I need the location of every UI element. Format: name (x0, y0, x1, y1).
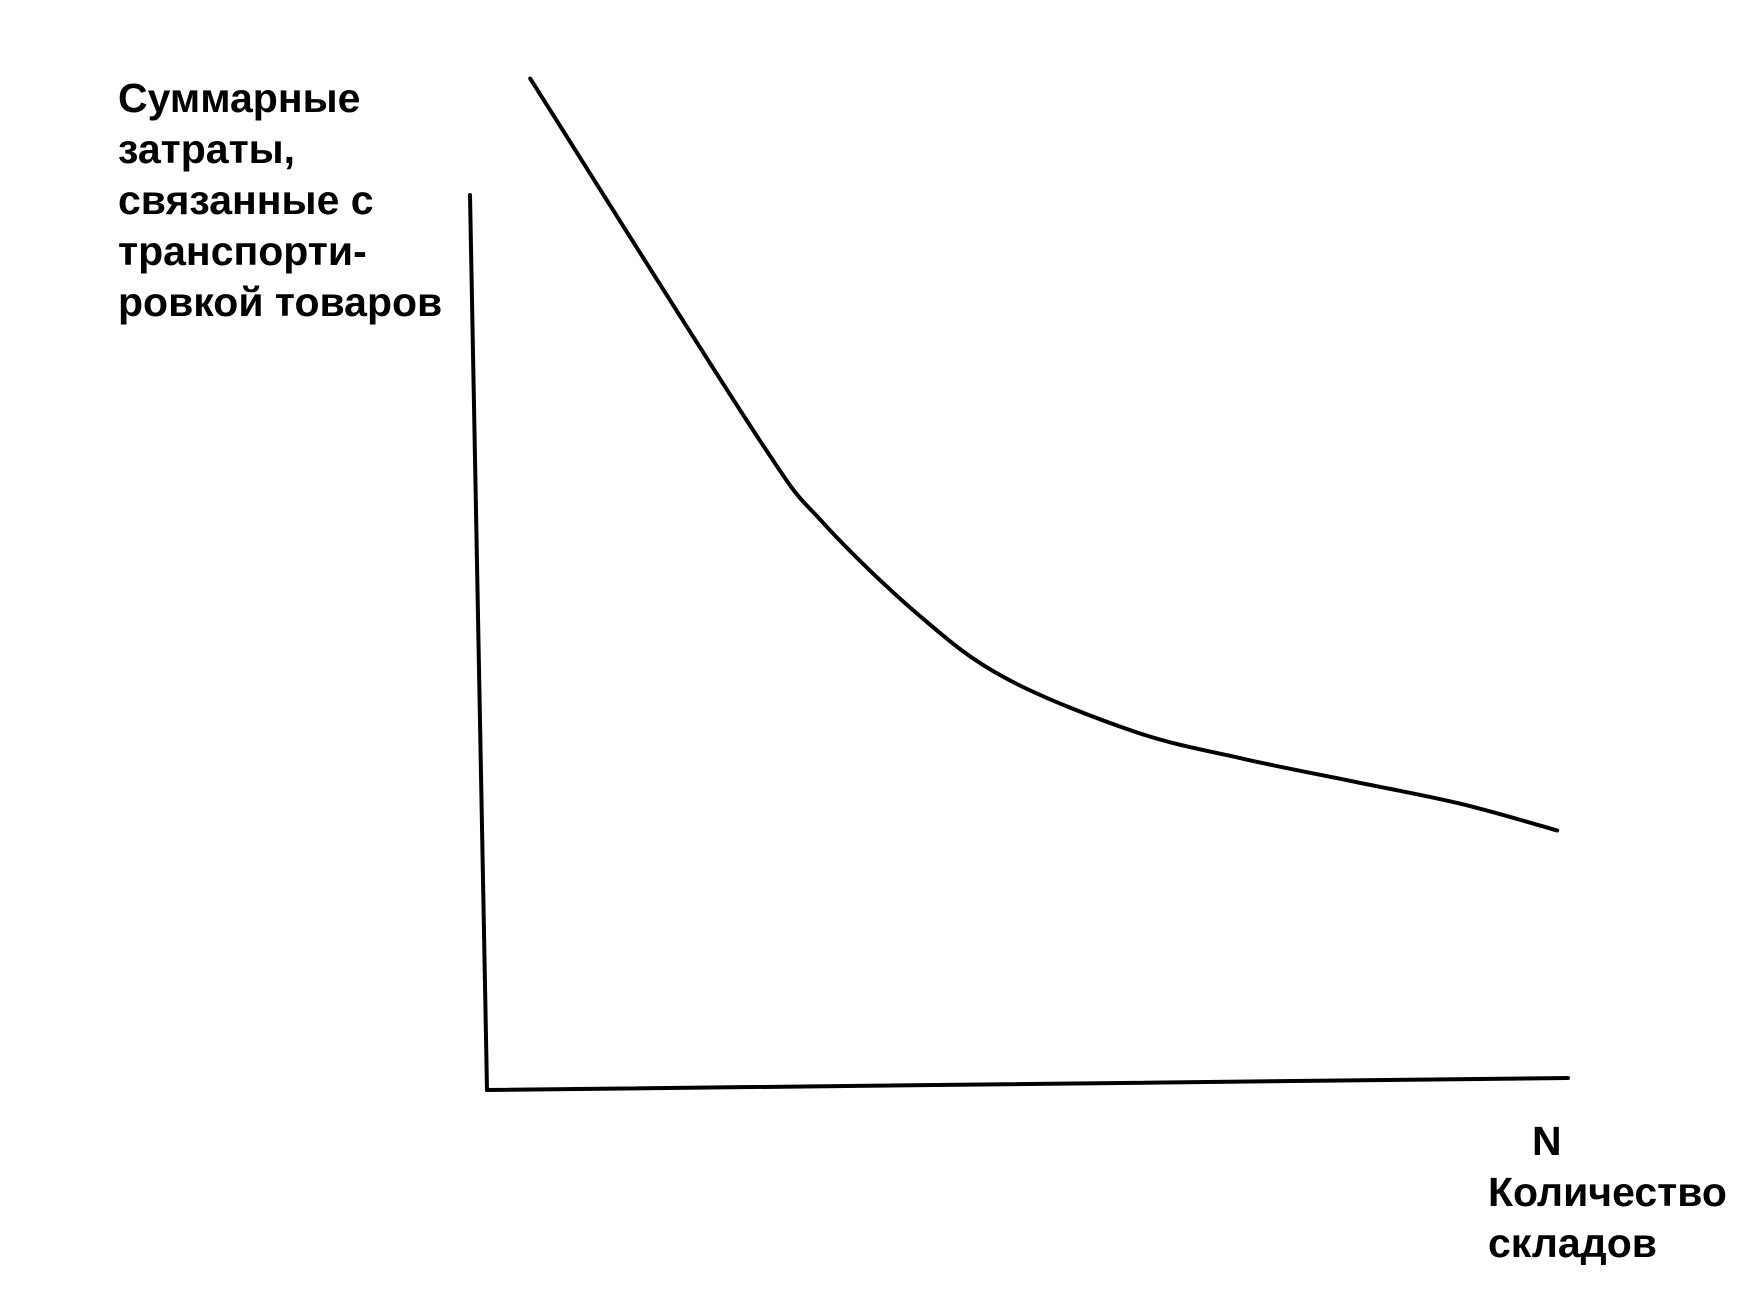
x-axis (485, 1076, 1570, 1092)
y-axis-label-line: ровкой товаров (118, 279, 442, 325)
x-axis-label-line: складов (1488, 1220, 1657, 1266)
x-axis-label-line: Количество (1488, 1169, 1727, 1215)
y-axis-label-line: Суммарные (118, 75, 360, 121)
y-axis (468, 193, 489, 1092)
x-axis-label: N Количество складов (1488, 1118, 1727, 1266)
y-axis-label-line: связанные с (118, 177, 374, 223)
series-line (528, 76, 1560, 833)
y-axis-label-line: затраты, (118, 126, 295, 172)
x-axis-symbol: N (1532, 1118, 1562, 1164)
y-axis-label: Суммарные затраты, связанные с транспорт… (118, 75, 442, 325)
y-axis-label-line: транспорти- (118, 228, 367, 274)
